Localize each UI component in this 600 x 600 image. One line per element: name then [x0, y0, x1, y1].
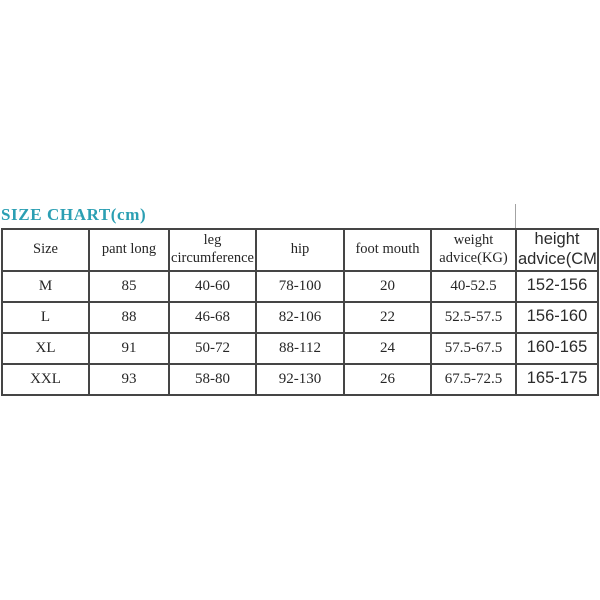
cell-hip: 88-112	[255, 331, 345, 365]
row-label: XL	[1, 331, 90, 365]
cell-weight-advice: 52.5-57.5	[430, 300, 517, 334]
cell-leg-circumference: 46-68	[168, 300, 257, 334]
cell-foot-mouth: 20	[343, 269, 432, 303]
cell-leg-circumference: 50-72	[168, 331, 257, 365]
cell-pant-long: 93	[88, 362, 170, 396]
cell-pant-long: 88	[88, 300, 170, 334]
cell-foot-mouth: 26	[343, 362, 432, 396]
cell-height-advice: 160-165	[515, 331, 599, 365]
cell-hip: 82-106	[255, 300, 345, 334]
cell-hip: 78-100	[255, 269, 345, 303]
cell-leg-circumference: 58-80	[168, 362, 257, 396]
row-label: L	[1, 300, 90, 334]
size-chart-table: Size pant long leg circumference hip foo…	[1, 228, 599, 396]
table-row-m: M 85 40-60 78-100 20 40-52.5 152-156	[1, 269, 599, 303]
column-header-size: Size	[1, 228, 90, 272]
page-title: SIZE CHART(cm)	[1, 205, 147, 224]
row-label: M	[1, 269, 90, 303]
cell-weight-advice: 67.5-72.5	[430, 362, 517, 396]
table-row-xxl: XXL 93 58-80 92-130 26 67.5-72.5 165-175	[1, 362, 599, 396]
cell-foot-mouth: 22	[343, 300, 432, 334]
cell-pant-long: 91	[88, 331, 170, 365]
cell-weight-advice: 57.5-67.5	[430, 331, 517, 365]
cell-pant-long: 85	[88, 269, 170, 303]
column-header-hip: hip	[255, 228, 345, 272]
column-header-foot-mouth: foot mouth	[343, 228, 432, 272]
height-column-stub-line	[515, 204, 516, 229]
cell-foot-mouth: 24	[343, 331, 432, 365]
cell-height-advice: 156-160	[515, 300, 599, 334]
row-label: XXL	[1, 362, 90, 396]
column-header-height-advice: height advice(CM)	[515, 228, 599, 272]
column-header-weight-advice: weight advice(KG)	[430, 228, 517, 272]
cell-hip: 92-130	[255, 362, 345, 396]
table-row-xl: XL 91 50-72 88-112 24 57.5-67.5 160-165	[1, 331, 599, 365]
cell-weight-advice: 40-52.5	[430, 269, 517, 303]
header-row: Size pant long leg circumference hip foo…	[1, 228, 599, 272]
cell-height-advice: 152-156	[515, 269, 599, 303]
column-header-pant-long: pant long	[88, 228, 170, 272]
column-header-leg-circumference: leg circumference	[168, 228, 257, 272]
table-row-l: L 88 46-68 82-106 22 52.5-57.5 156-160	[1, 300, 599, 334]
cell-leg-circumference: 40-60	[168, 269, 257, 303]
cell-height-advice: 165-175	[515, 362, 599, 396]
